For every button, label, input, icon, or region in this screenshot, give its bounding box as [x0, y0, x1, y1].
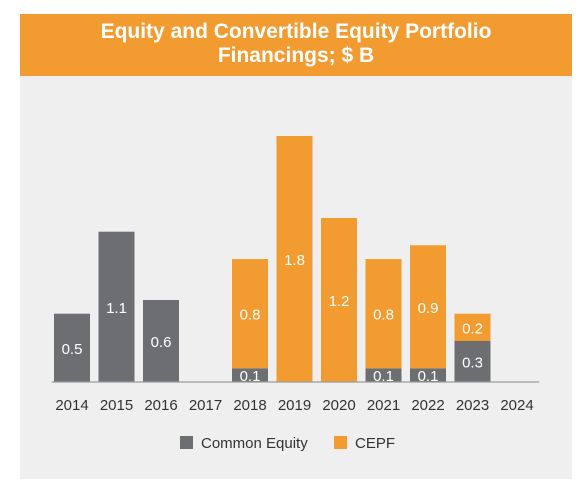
bar-common-equity-2018	[232, 368, 268, 382]
data-label-cepf-2018: 0.8	[240, 307, 261, 324]
data-label-cepf-2021: 0.8	[373, 307, 394, 324]
data-label-common-equity-2022: 0.1	[418, 368, 439, 385]
x-tick-label-2015: 2015	[100, 397, 133, 414]
chart-header: Equity and Convertible Equity Portfolio …	[20, 14, 572, 76]
chart-title: Equity and Convertible Equity Portfolio …	[20, 20, 572, 68]
x-tick-label-2014: 2014	[55, 397, 88, 414]
legend-label-cepf: CEPF	[355, 435, 395, 452]
bar-cepf-2018	[232, 259, 268, 369]
data-label-common-equity-2018: 0.1	[240, 368, 261, 385]
bar-cepf-2020	[321, 218, 357, 382]
x-tick-label-2023: 2023	[456, 397, 489, 414]
bar-common-equity-2015	[98, 231, 135, 382]
bar-common-equity-2023	[454, 341, 491, 382]
legend-label-common-equity: Common Equity	[201, 435, 308, 452]
x-tick-label-2020: 2020	[322, 397, 355, 414]
chart-title-line-2: Financings; $ B	[217, 44, 375, 67]
bar-common-equity-2021	[365, 368, 402, 382]
bar-cepf-2022	[410, 245, 446, 369]
bar-common-equity-2022	[410, 368, 446, 382]
data-label-cepf-2019: 1.8	[284, 252, 305, 269]
bar-common-equity-2016	[143, 300, 179, 382]
data-label-common-equity-2021: 0.1	[373, 368, 394, 385]
data-label-common-equity-2014: 0.5	[62, 341, 83, 358]
x-tick-label-2024: 2024	[500, 397, 533, 414]
data-label-common-equity-2023: 0.3	[462, 355, 483, 372]
data-label-common-equity-2015: 1.1	[106, 300, 127, 317]
x-tick-label-2019: 2019	[278, 397, 311, 414]
bar-common-equity-2014	[54, 313, 90, 382]
legend-swatch-common-equity	[180, 436, 193, 449]
x-tick-label-2021: 2021	[367, 397, 400, 414]
data-label-common-equity-2016: 0.6	[151, 334, 172, 351]
data-label-cepf-2022: 0.9	[418, 300, 439, 317]
x-tick-label-2017: 2017	[189, 397, 222, 414]
data-label-cepf-2023: 0.2	[462, 320, 483, 337]
x-tick-label-2016: 2016	[144, 397, 177, 414]
bar-cepf-2023	[454, 313, 491, 341]
bar-cepf-2021	[365, 259, 402, 369]
x-tick-label-2022: 2022	[411, 397, 444, 414]
x-tick-label-2018: 2018	[233, 397, 266, 414]
bar-cepf-2019	[276, 136, 313, 382]
legend-swatch-cepf	[334, 436, 347, 449]
chart-title-line-1: Equity and Convertible Equity Portfolio	[100, 20, 492, 43]
data-label-cepf-2020: 1.2	[329, 293, 350, 310]
